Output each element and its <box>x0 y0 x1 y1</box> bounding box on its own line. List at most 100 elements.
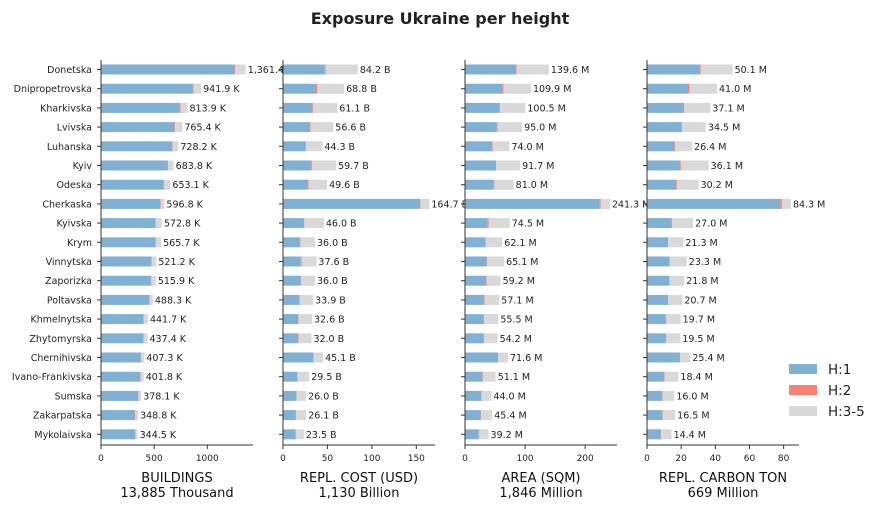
bar-segment <box>312 102 314 113</box>
bar-segment <box>497 122 523 133</box>
bar-segment <box>101 371 141 382</box>
data-label: 81.0 M <box>516 180 548 191</box>
legend-swatch <box>789 406 817 416</box>
bar-segment <box>325 64 358 75</box>
data-label: 95.0 M <box>524 123 556 134</box>
data-label: 728.2 K <box>180 142 217 153</box>
bar-segment <box>486 256 488 267</box>
bar-segment <box>647 294 668 305</box>
bar-segment <box>101 64 235 75</box>
bar-segment <box>101 237 156 248</box>
bar-segment <box>465 371 483 382</box>
bar-segment <box>174 122 176 133</box>
bar-segment <box>307 179 309 190</box>
bar-segment <box>101 390 139 401</box>
x-tick-label: 20 <box>675 454 687 464</box>
bar-segment <box>310 122 334 133</box>
bar-segment <box>668 237 684 248</box>
bar-segment <box>101 314 143 325</box>
data-label: 813.9 K <box>190 103 227 114</box>
bar-segment <box>296 390 307 401</box>
bar-segment <box>283 410 296 421</box>
bar-segment <box>482 371 496 382</box>
x-tick-label: 150 <box>408 454 425 464</box>
bar-segment <box>140 352 142 363</box>
y-tick-label: Cherkaska <box>42 199 92 210</box>
bar-segment <box>283 122 310 133</box>
data-label: 16.5 M <box>677 411 709 422</box>
data-label: 33.9 B <box>315 295 346 306</box>
bar-segment <box>647 333 666 344</box>
bar-segment <box>493 179 495 190</box>
bar-segment <box>465 390 482 401</box>
data-label: 59.2 M <box>503 276 535 287</box>
bar-segment <box>234 64 236 75</box>
bar-segment <box>298 314 299 325</box>
bar-segment <box>324 64 326 75</box>
x-tick-label: 500 <box>146 454 163 464</box>
bar-segment <box>496 122 498 133</box>
bar-segment <box>465 83 503 94</box>
data-label: 29.5 B <box>311 372 342 383</box>
data-label: 515.9 K <box>158 276 195 287</box>
bar-segment <box>647 83 688 94</box>
bar-segment <box>647 122 682 133</box>
bar-segment <box>101 83 193 94</box>
bar-segment <box>465 218 488 229</box>
bar-segment <box>500 102 526 113</box>
data-label: 62.1 M <box>504 238 536 249</box>
bar-segment <box>283 64 325 75</box>
bar-segment <box>283 198 419 209</box>
bar-segment <box>299 237 301 248</box>
bar-segment <box>166 160 168 171</box>
bar-segment <box>305 141 306 152</box>
bar-segment <box>662 390 663 401</box>
x-axis-label: REPL. COST (USD) <box>300 471 418 486</box>
bar-segment <box>140 371 144 382</box>
bar-segment <box>487 256 505 267</box>
bar-segment <box>180 102 188 113</box>
bar-segment <box>298 314 312 325</box>
legend-swatch <box>789 364 817 374</box>
bar-segment <box>138 390 139 401</box>
bar-segment <box>676 179 677 190</box>
bar-segment <box>419 198 421 209</box>
data-label: 25.4 M <box>692 353 724 364</box>
bar-segment <box>283 141 306 152</box>
data-label: 56.6 B <box>335 123 366 134</box>
y-tick-label: Khmelnytska <box>31 315 92 326</box>
data-label: 91.7 M <box>522 161 554 172</box>
bar-segment <box>311 160 337 171</box>
bar-segment <box>299 294 300 305</box>
bar-segment <box>155 237 156 248</box>
bar-segment <box>283 275 301 286</box>
x-tick-label: 200 <box>577 454 594 464</box>
bar-segment <box>295 429 304 440</box>
chart-panel-3: 139.6 M 109.9 M 100.5 M 95.0 M 74.0 M 91.7 M 8… <box>461 60 650 501</box>
bar-segment <box>647 237 668 248</box>
bar-segment <box>687 83 690 94</box>
data-label: 39.2 M <box>491 430 523 441</box>
bar-segment <box>497 352 499 363</box>
x-axis-label: BUILDINGS <box>141 471 212 486</box>
y-tick-label: Mykolaivska <box>34 430 92 441</box>
y-tick-label: Vinnytska <box>46 257 92 268</box>
chart-panels: 1,361.4 K Donetska 941.9 K Dnipropetrovska 8… <box>12 60 825 501</box>
bar-segment <box>101 179 164 190</box>
bar-segment <box>141 352 145 363</box>
bar-segment <box>516 64 517 75</box>
bar-segment <box>175 122 183 133</box>
y-tick-label: Donetska <box>47 65 92 76</box>
x-tick-label: 100 <box>516 454 533 464</box>
data-label: 407.3 K <box>146 353 183 364</box>
bar-segment <box>298 333 299 344</box>
bar-segment <box>101 102 180 113</box>
data-label: 57.1 M <box>501 295 533 306</box>
bar-segment <box>150 275 152 286</box>
data-label: 437.4 K <box>149 334 186 345</box>
bar-segment <box>101 333 144 344</box>
data-label: 36.0 B <box>317 238 348 249</box>
data-label: 100.5 M <box>527 103 565 114</box>
x-axis-sublabel: 1,130 Billion <box>319 486 400 501</box>
